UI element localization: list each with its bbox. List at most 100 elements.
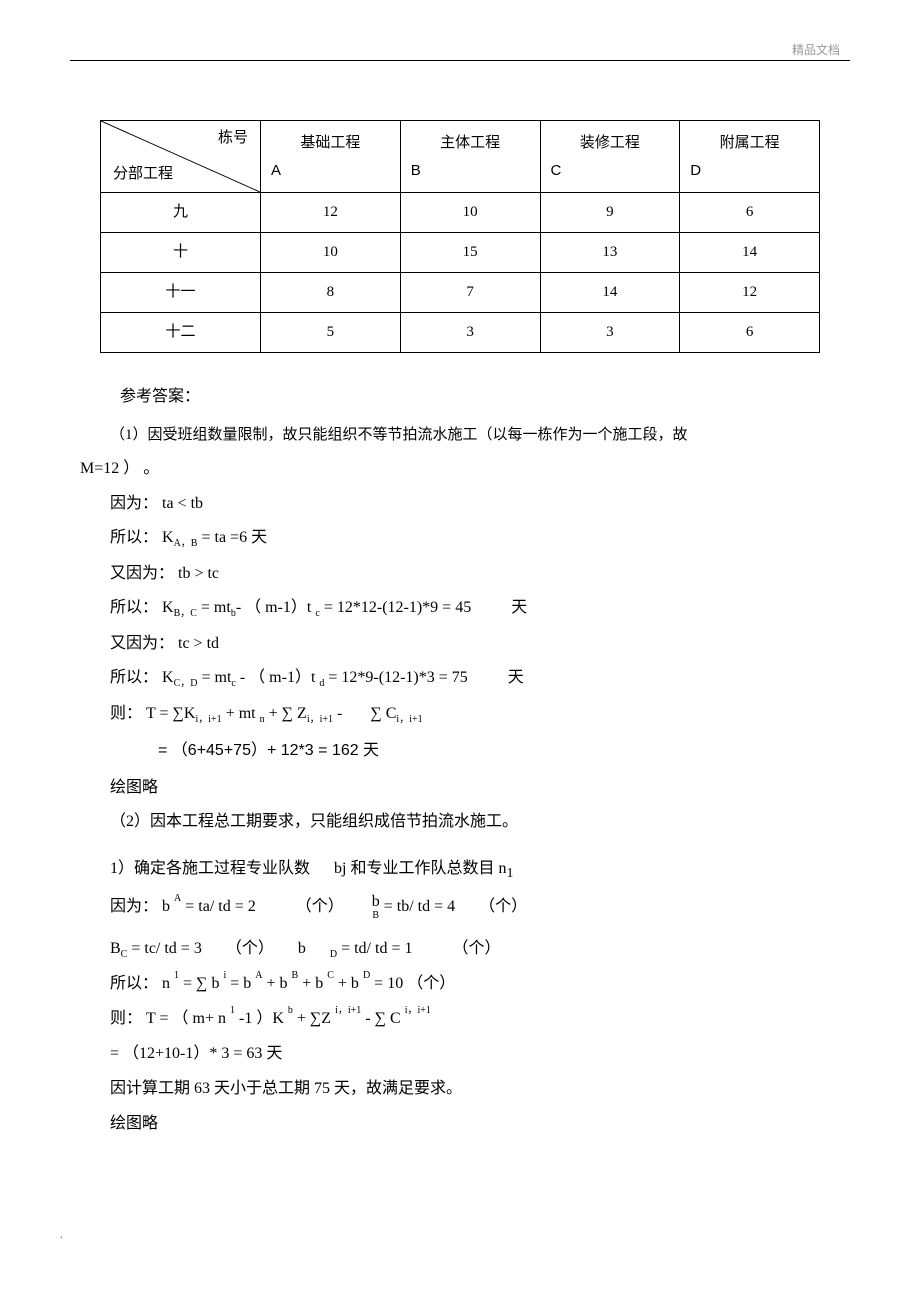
subscript-under: C	[327, 970, 334, 981]
cell: 14	[680, 233, 820, 273]
cell: 10	[261, 233, 401, 273]
text: 1）确定各施工过程专业队数	[110, 860, 310, 877]
text: b	[372, 893, 380, 911]
cell: 12	[261, 193, 401, 233]
cell: 5	[261, 313, 401, 353]
sub: A	[255, 970, 262, 981]
subscript-under: 1	[174, 970, 179, 981]
text: 所以： K	[110, 669, 174, 686]
sub: i，i+1	[405, 1005, 431, 1016]
paragraph: 绘图略	[110, 774, 840, 803]
formula-line: 因为： ta < tb	[110, 490, 840, 519]
text: - （ m-1）t	[236, 599, 316, 616]
col-header: 主体工程 B	[400, 121, 540, 193]
sub: A，B	[174, 539, 198, 550]
formula-line: 则： T = （ m+ n 1 -1 ）K b + ∑Z i，i+1 - ∑ C…	[110, 1005, 840, 1034]
sub: i，i+1	[195, 714, 221, 725]
subscript-under: 1	[230, 1005, 235, 1016]
sub: B	[292, 970, 299, 981]
text: （个）	[226, 940, 274, 957]
text: = ∑ b	[183, 975, 219, 992]
cell: 12	[680, 273, 820, 313]
formula-line: 则： T = ∑Ki，i+1 + mt n + ∑ Zi，i+1 - ∑ Ci，…	[110, 700, 840, 729]
diagonal-header: 栋号 分部工程	[101, 121, 261, 193]
sub: D	[363, 970, 370, 981]
subscript-under: D	[363, 970, 370, 981]
text: -	[333, 705, 346, 722]
header-rule	[70, 60, 850, 61]
paragraph: （2）因本工程总工期要求，只能组织成倍节拍流水施工。	[110, 808, 840, 837]
text: = ta/ td = 2	[185, 898, 255, 915]
formula-line: 因为： b A = ta/ td = 2（个） bB = tb/ td = 4（…	[110, 893, 840, 922]
sub: i，i+1	[307, 714, 333, 725]
subscript-under: A	[255, 970, 262, 981]
col-letter: D	[684, 157, 815, 184]
cell: 6	[680, 313, 820, 353]
col-letter: A	[265, 157, 396, 184]
cell: 14	[540, 273, 680, 313]
sub: C，D	[174, 679, 198, 690]
col-title: 装修工程	[545, 130, 676, 157]
cell: 6	[680, 193, 820, 233]
cell: 3	[540, 313, 680, 353]
formula-line: 所以： n 1 = ∑ b i = b A + b B + b C + b D …	[110, 970, 840, 999]
paragraph: （1）因受班组数量限制，故只能组织不等节拍流水施工（以每一栋作为一个施工段，故	[80, 422, 840, 449]
text: + ∑Z	[297, 1010, 331, 1027]
sub: B	[372, 910, 380, 921]
text: = ta =6 天	[197, 529, 267, 546]
cell: 7	[400, 273, 540, 313]
paragraph: M=12 ） 。	[80, 455, 840, 484]
text: 所以： n	[110, 975, 170, 992]
formula-line: 又因为： tc > td	[110, 630, 840, 659]
sub: i，i+1	[335, 1005, 361, 1016]
formula-line: = （12+10-1）* 3 = 63 天	[110, 1040, 840, 1069]
document-content: 栋号 分部工程 基础工程 A 主体工程 B 装修工程 C 附属工程 D 九 12	[0, 40, 920, 1184]
text: = 10 （个）	[374, 975, 455, 992]
subscript-under: i，i+1	[405, 1005, 431, 1016]
text: = td/ td = 1	[337, 940, 412, 957]
text: ∑ C	[370, 705, 396, 722]
subscript-under: B	[292, 970, 299, 981]
text: = 12*9-(12-1)*3 = 75	[324, 669, 467, 686]
table-header-row: 栋号 分部工程 基础工程 A 主体工程 B 装修工程 C 附属工程 D	[101, 121, 820, 193]
formula-line: 所以： KC，D = mtc - （ m-1）t d = 12*9-(12-1)…	[110, 664, 840, 693]
cell: 15	[400, 233, 540, 273]
text: （个）	[296, 898, 344, 915]
text: 因为： b	[110, 898, 170, 915]
text: = b	[230, 975, 251, 992]
answer-title: 参考答案：	[120, 383, 840, 412]
table-row: 十二 5 3 3 6	[101, 313, 820, 353]
table-row: 十 10 15 13 14	[101, 233, 820, 273]
sub: C	[327, 970, 334, 981]
text: = mt	[197, 599, 231, 616]
text: = tc/ td = 3	[127, 940, 201, 957]
col-header: 装修工程 C	[540, 121, 680, 193]
row-label: 十	[101, 233, 261, 273]
sub: b	[288, 1005, 293, 1016]
text: 则： T = （ m+ n	[110, 1010, 226, 1027]
table-row: 十一 8 7 14 12	[101, 273, 820, 313]
text: = mt	[197, 669, 231, 686]
cell: 9	[540, 193, 680, 233]
paragraph: 因计算工期 63 天小于总工期 75 天，故满足要求。	[110, 1075, 840, 1104]
text: 所以： K	[110, 529, 174, 546]
row-label: 十二	[101, 313, 261, 353]
sub: A	[174, 893, 181, 904]
paragraph: 1）确定各施工过程专业队数bj 和专业工作队总数目 n1	[110, 855, 840, 886]
text: 则： T = ∑K	[110, 705, 195, 722]
cell: 13	[540, 233, 680, 273]
cell: 8	[261, 273, 401, 313]
watermark: 精品文档	[792, 40, 840, 62]
formula-line: = （6+45+75）+ 12*3 = 162 天	[158, 737, 840, 766]
subscript-under: bB	[372, 893, 380, 922]
row-label: 九	[101, 193, 261, 233]
col-header: 基础工程 A	[261, 121, 401, 193]
subscript-under: A	[174, 893, 181, 904]
col-letter: B	[405, 157, 536, 184]
text: （个）	[452, 940, 500, 957]
diag-top-label: 栋号	[218, 125, 248, 152]
row-label: 十一	[101, 273, 261, 313]
footer-dot: .	[0, 1224, 920, 1246]
text: + mt	[222, 705, 260, 722]
formula-line: 所以： KA，B = ta =6 天	[110, 524, 840, 553]
